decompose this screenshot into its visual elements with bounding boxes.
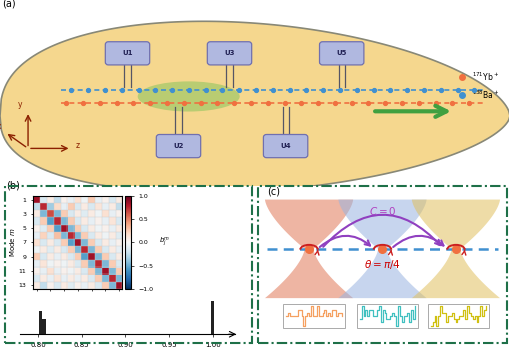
Polygon shape bbox=[265, 199, 352, 249]
Text: U2: U2 bbox=[173, 143, 183, 149]
Text: $^{138}$Ba$^+$: $^{138}$Ba$^+$ bbox=[471, 89, 498, 101]
Text: z: z bbox=[75, 141, 79, 150]
Polygon shape bbox=[338, 199, 426, 249]
Bar bbox=[42, 319, 46, 334]
Text: U4: U4 bbox=[280, 143, 290, 149]
Text: U5: U5 bbox=[336, 50, 346, 56]
Polygon shape bbox=[0, 21, 509, 193]
FancyBboxPatch shape bbox=[156, 134, 201, 158]
Text: (b): (b) bbox=[6, 181, 19, 191]
Text: y: y bbox=[18, 100, 22, 108]
Ellipse shape bbox=[137, 82, 239, 112]
FancyBboxPatch shape bbox=[105, 42, 150, 65]
Bar bbox=[283, 304, 344, 328]
Text: x: x bbox=[0, 122, 2, 131]
Text: U3: U3 bbox=[224, 50, 234, 56]
X-axis label: Ion number $j$: Ion number $j$ bbox=[54, 302, 101, 312]
FancyBboxPatch shape bbox=[263, 134, 307, 158]
Text: $^{171}$Yb$^+$: $^{171}$Yb$^+$ bbox=[471, 70, 498, 83]
Bar bbox=[356, 304, 417, 328]
Text: U1: U1 bbox=[122, 50, 132, 56]
Bar bbox=[427, 304, 488, 328]
Text: $C = 0$: $C = 0$ bbox=[368, 205, 395, 217]
Polygon shape bbox=[338, 249, 426, 298]
Bar bbox=[211, 301, 214, 334]
Polygon shape bbox=[411, 199, 499, 249]
Polygon shape bbox=[411, 249, 499, 298]
Text: (a): (a) bbox=[3, 0, 16, 9]
Bar bbox=[39, 311, 42, 334]
Polygon shape bbox=[265, 249, 352, 298]
Y-axis label: Mode $m$: Mode $m$ bbox=[8, 228, 17, 257]
FancyBboxPatch shape bbox=[319, 42, 363, 65]
FancyBboxPatch shape bbox=[207, 42, 251, 65]
X-axis label: $\omega_m/\omega_x$: $\omega_m/\omega_x$ bbox=[115, 349, 140, 350]
Text: (c): (c) bbox=[267, 186, 280, 196]
Y-axis label: $b_j^m$: $b_j^m$ bbox=[159, 236, 170, 249]
Text: $\theta = \pi/4$: $\theta = \pi/4$ bbox=[363, 258, 400, 271]
